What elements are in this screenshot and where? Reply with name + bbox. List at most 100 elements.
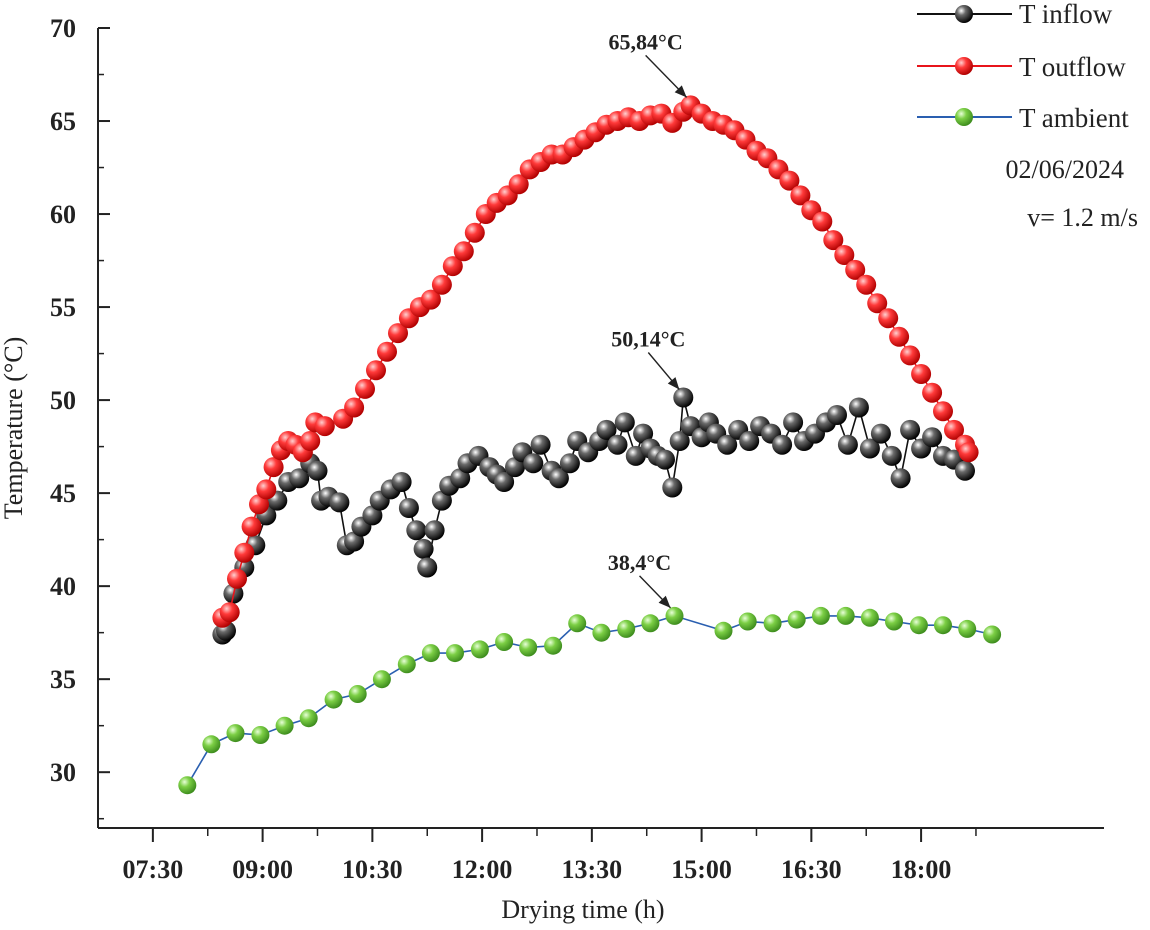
data-point-ambient (470, 640, 489, 659)
data-point-inflow (424, 520, 445, 541)
series-line-ambient (186, 615, 993, 786)
data-point-ambient (885, 612, 903, 631)
data-point-ambient (958, 619, 977, 638)
data-point-ambient (763, 614, 782, 633)
date-note: 02/06/2024 (1006, 155, 1124, 184)
data-point-inflow (614, 412, 635, 433)
data-point-ambient (641, 614, 660, 633)
annotation: 50,14°C (611, 326, 685, 390)
annotation-layer: 65,84°C 50,14°C 38,4°C (608, 29, 688, 609)
data-point-inflow (717, 434, 738, 455)
y-tick-label: 30 (50, 758, 76, 787)
data-point-ambient (202, 735, 221, 754)
data-point-outflow (878, 308, 899, 329)
data-point-inflow (783, 412, 804, 433)
data-point-inflow (870, 423, 891, 444)
data-point-inflow (881, 445, 902, 466)
series-layer (178, 95, 1002, 795)
data-point-ambient (299, 709, 318, 728)
data-point-inflow (596, 419, 617, 440)
data-point-outflow (219, 602, 240, 623)
x-ticks: 07:30 09:00 10:30 12:00 13:30 15:00 16:30 18:00 (123, 828, 977, 884)
data-point-outflow (227, 568, 247, 589)
data-point-ambient (592, 623, 611, 642)
data-point-outflow (388, 323, 408, 344)
x-tick-label: 07:30 (123, 855, 184, 884)
data-point-outflow (944, 419, 964, 440)
data-point-outflow (344, 397, 365, 418)
legend-marker-ambient (955, 108, 973, 126)
legend-marker-outflow (955, 57, 973, 75)
data-point-inflow (900, 419, 921, 440)
y-tick-label: 70 (50, 14, 76, 43)
data-point-inflow (417, 557, 438, 578)
data-point-inflow (329, 492, 350, 513)
x-tick-label: 18:00 (891, 855, 952, 884)
data-point-inflow (655, 449, 675, 470)
data-point-ambient (226, 724, 245, 743)
data-point-inflow (837, 434, 858, 455)
data-point-inflow (413, 538, 434, 559)
data-point-ambient (178, 776, 197, 795)
data-point-ambient (934, 616, 952, 635)
annotation: 38,4°C (608, 550, 671, 609)
annotation-label: 38,4°C (608, 550, 671, 575)
data-point-ambient (860, 608, 879, 627)
data-point-ambient (421, 644, 440, 663)
data-point-ambient (348, 685, 367, 703)
legend-label-outflow: T outflow (1019, 52, 1126, 82)
data-point-inflow (344, 531, 365, 552)
data-point-outflow (453, 241, 474, 262)
data-point-ambient (714, 621, 733, 640)
legend: T inflow T outflow T ambient 02/06/2024 … (917, 0, 1138, 232)
data-point-inflow (739, 431, 760, 451)
data-point-outflow (377, 341, 397, 362)
data-point-ambient (495, 633, 514, 651)
data-point-outflow (845, 259, 866, 280)
data-point-inflow (406, 520, 427, 541)
data-point-outflow (823, 230, 844, 251)
y-tick-label: 65 (50, 107, 76, 136)
data-point-inflow (431, 490, 452, 511)
axes (97, 28, 1104, 829)
data-point-ambient (446, 644, 464, 663)
data-point-ambient (251, 726, 270, 744)
data-point-ambient (372, 670, 391, 689)
data-point-inflow (505, 457, 525, 478)
data-point-outflow (256, 479, 277, 500)
series-inflow (212, 387, 975, 645)
legend-label-inflow: T inflow (1019, 0, 1113, 29)
data-point-outflow (856, 274, 877, 295)
data-point-inflow (530, 434, 551, 455)
data-point-inflow (398, 498, 419, 518)
data-point-inflow (362, 505, 383, 526)
data-point-outflow (958, 442, 979, 463)
x-tick-label: 09:00 (232, 855, 293, 884)
data-point-outflow (812, 211, 833, 232)
data-point-inflow (307, 460, 328, 481)
data-point-inflow (523, 453, 544, 474)
data-point-inflow (772, 434, 793, 455)
data-point-ambient (836, 606, 855, 625)
legend-marker-inflow (955, 5, 973, 23)
data-point-outflow (314, 416, 335, 437)
data-point-ambient (811, 606, 830, 625)
data-point-outflow (889, 326, 910, 347)
data-point-ambient (983, 625, 1002, 644)
data-point-inflow (922, 427, 943, 448)
data-point-inflow (890, 468, 911, 489)
annotation-label: 50,14°C (611, 326, 685, 351)
data-point-inflow (494, 472, 515, 492)
data-point-ambient (397, 655, 416, 674)
y-tick-label: 50 (50, 386, 76, 415)
velocity-note: v= 1.2 m/s (1027, 203, 1138, 232)
data-point-inflow (827, 405, 847, 425)
data-point-inflow (559, 453, 580, 474)
annotation-arrowhead (667, 377, 680, 390)
data-point-outflow (867, 293, 888, 314)
y-tick-label: 60 (50, 200, 76, 229)
data-point-outflow (834, 245, 855, 265)
x-tick-label: 13:30 (562, 855, 623, 884)
data-point-ambient (519, 638, 538, 657)
